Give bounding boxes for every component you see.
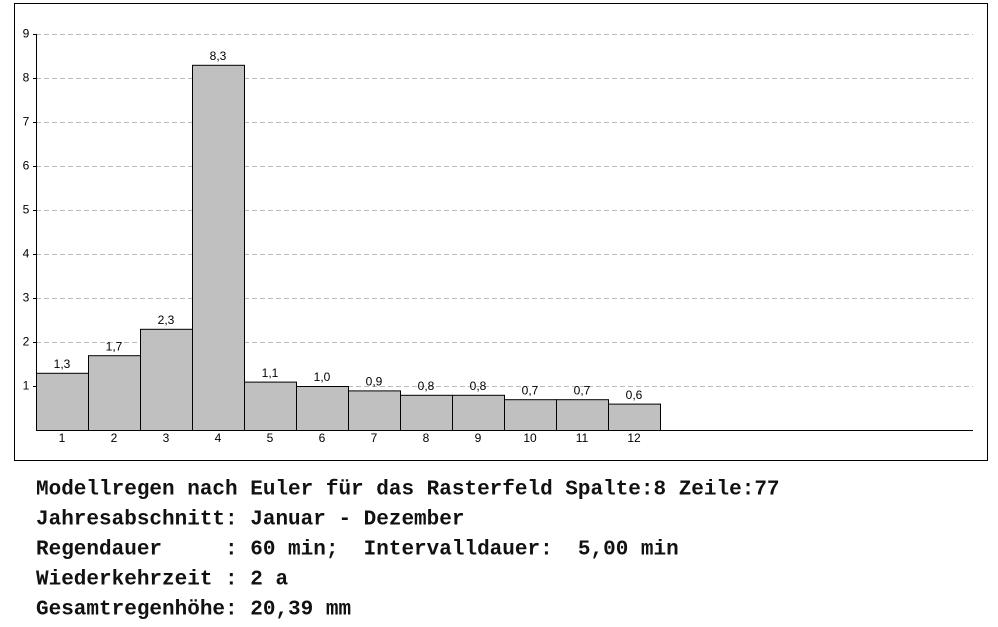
bar (88, 355, 141, 432)
value-label: 1,0 (314, 370, 331, 384)
y-tick-label: 7 (23, 115, 30, 129)
value-label: 0,6 (626, 388, 643, 402)
x-tick-label: 7 (371, 431, 378, 445)
value-label: 0,8 (470, 379, 487, 393)
x-tick-label: 11 (576, 431, 589, 445)
value-label: 0,8 (418, 379, 435, 393)
bar (452, 394, 505, 431)
y-tick-label: 8 (23, 71, 30, 85)
bar (400, 394, 453, 431)
info-line: Jahresabschnitt: Januar - Dezember (36, 509, 464, 532)
value-label: 0,7 (522, 383, 539, 397)
x-tick-label: 8 (423, 431, 430, 445)
y-tick-label: 4 (23, 247, 30, 261)
bar (192, 64, 245, 432)
value-label: 0,7 (574, 383, 591, 397)
y-tick-label: 2 (23, 335, 30, 349)
value-label: 2,3 (158, 313, 175, 327)
bar (608, 403, 661, 432)
value-label: 1,7 (106, 339, 123, 353)
x-tick-label: 2 (111, 431, 118, 445)
x-tick-label: 9 (475, 431, 482, 445)
y-tick-label: 9 (23, 27, 30, 41)
info-line: Regendauer : 60 min; Intervalldauer: 5,0… (36, 539, 679, 562)
x-tick-label: 1 (59, 431, 66, 445)
bar (244, 381, 297, 432)
info-line: Modellregen nach Euler für das Rasterfel… (36, 479, 780, 502)
value-label: 0,9 (366, 375, 383, 389)
x-tick-label: 3 (163, 431, 170, 445)
y-tick-label: 1 (23, 379, 30, 393)
x-tick-label: 10 (523, 431, 537, 445)
bar (556, 399, 609, 432)
x-tick-label: 5 (267, 431, 274, 445)
value-label: 8,3 (210, 49, 227, 63)
bar (140, 328, 193, 431)
value-label: 1,1 (262, 366, 279, 380)
value-label: 1,3 (54, 357, 71, 371)
y-tick-label: 3 (23, 291, 30, 305)
x-tick-label: 12 (627, 431, 641, 445)
y-tick-label: 6 (23, 159, 30, 173)
info-line: Gesamtregenhöhe: 20,39 mm (36, 599, 351, 622)
bar (296, 386, 349, 431)
bar (504, 399, 557, 432)
x-tick-label: 6 (319, 431, 326, 445)
info-line: Wiederkehrzeit : 2 a (36, 569, 288, 592)
chart: 12345678911,321,732,348,351,161,070,980,… (23, 27, 973, 445)
x-tick-label: 4 (215, 431, 222, 445)
y-tick-label: 5 (23, 203, 30, 217)
bar (36, 372, 89, 431)
bar (348, 390, 401, 431)
